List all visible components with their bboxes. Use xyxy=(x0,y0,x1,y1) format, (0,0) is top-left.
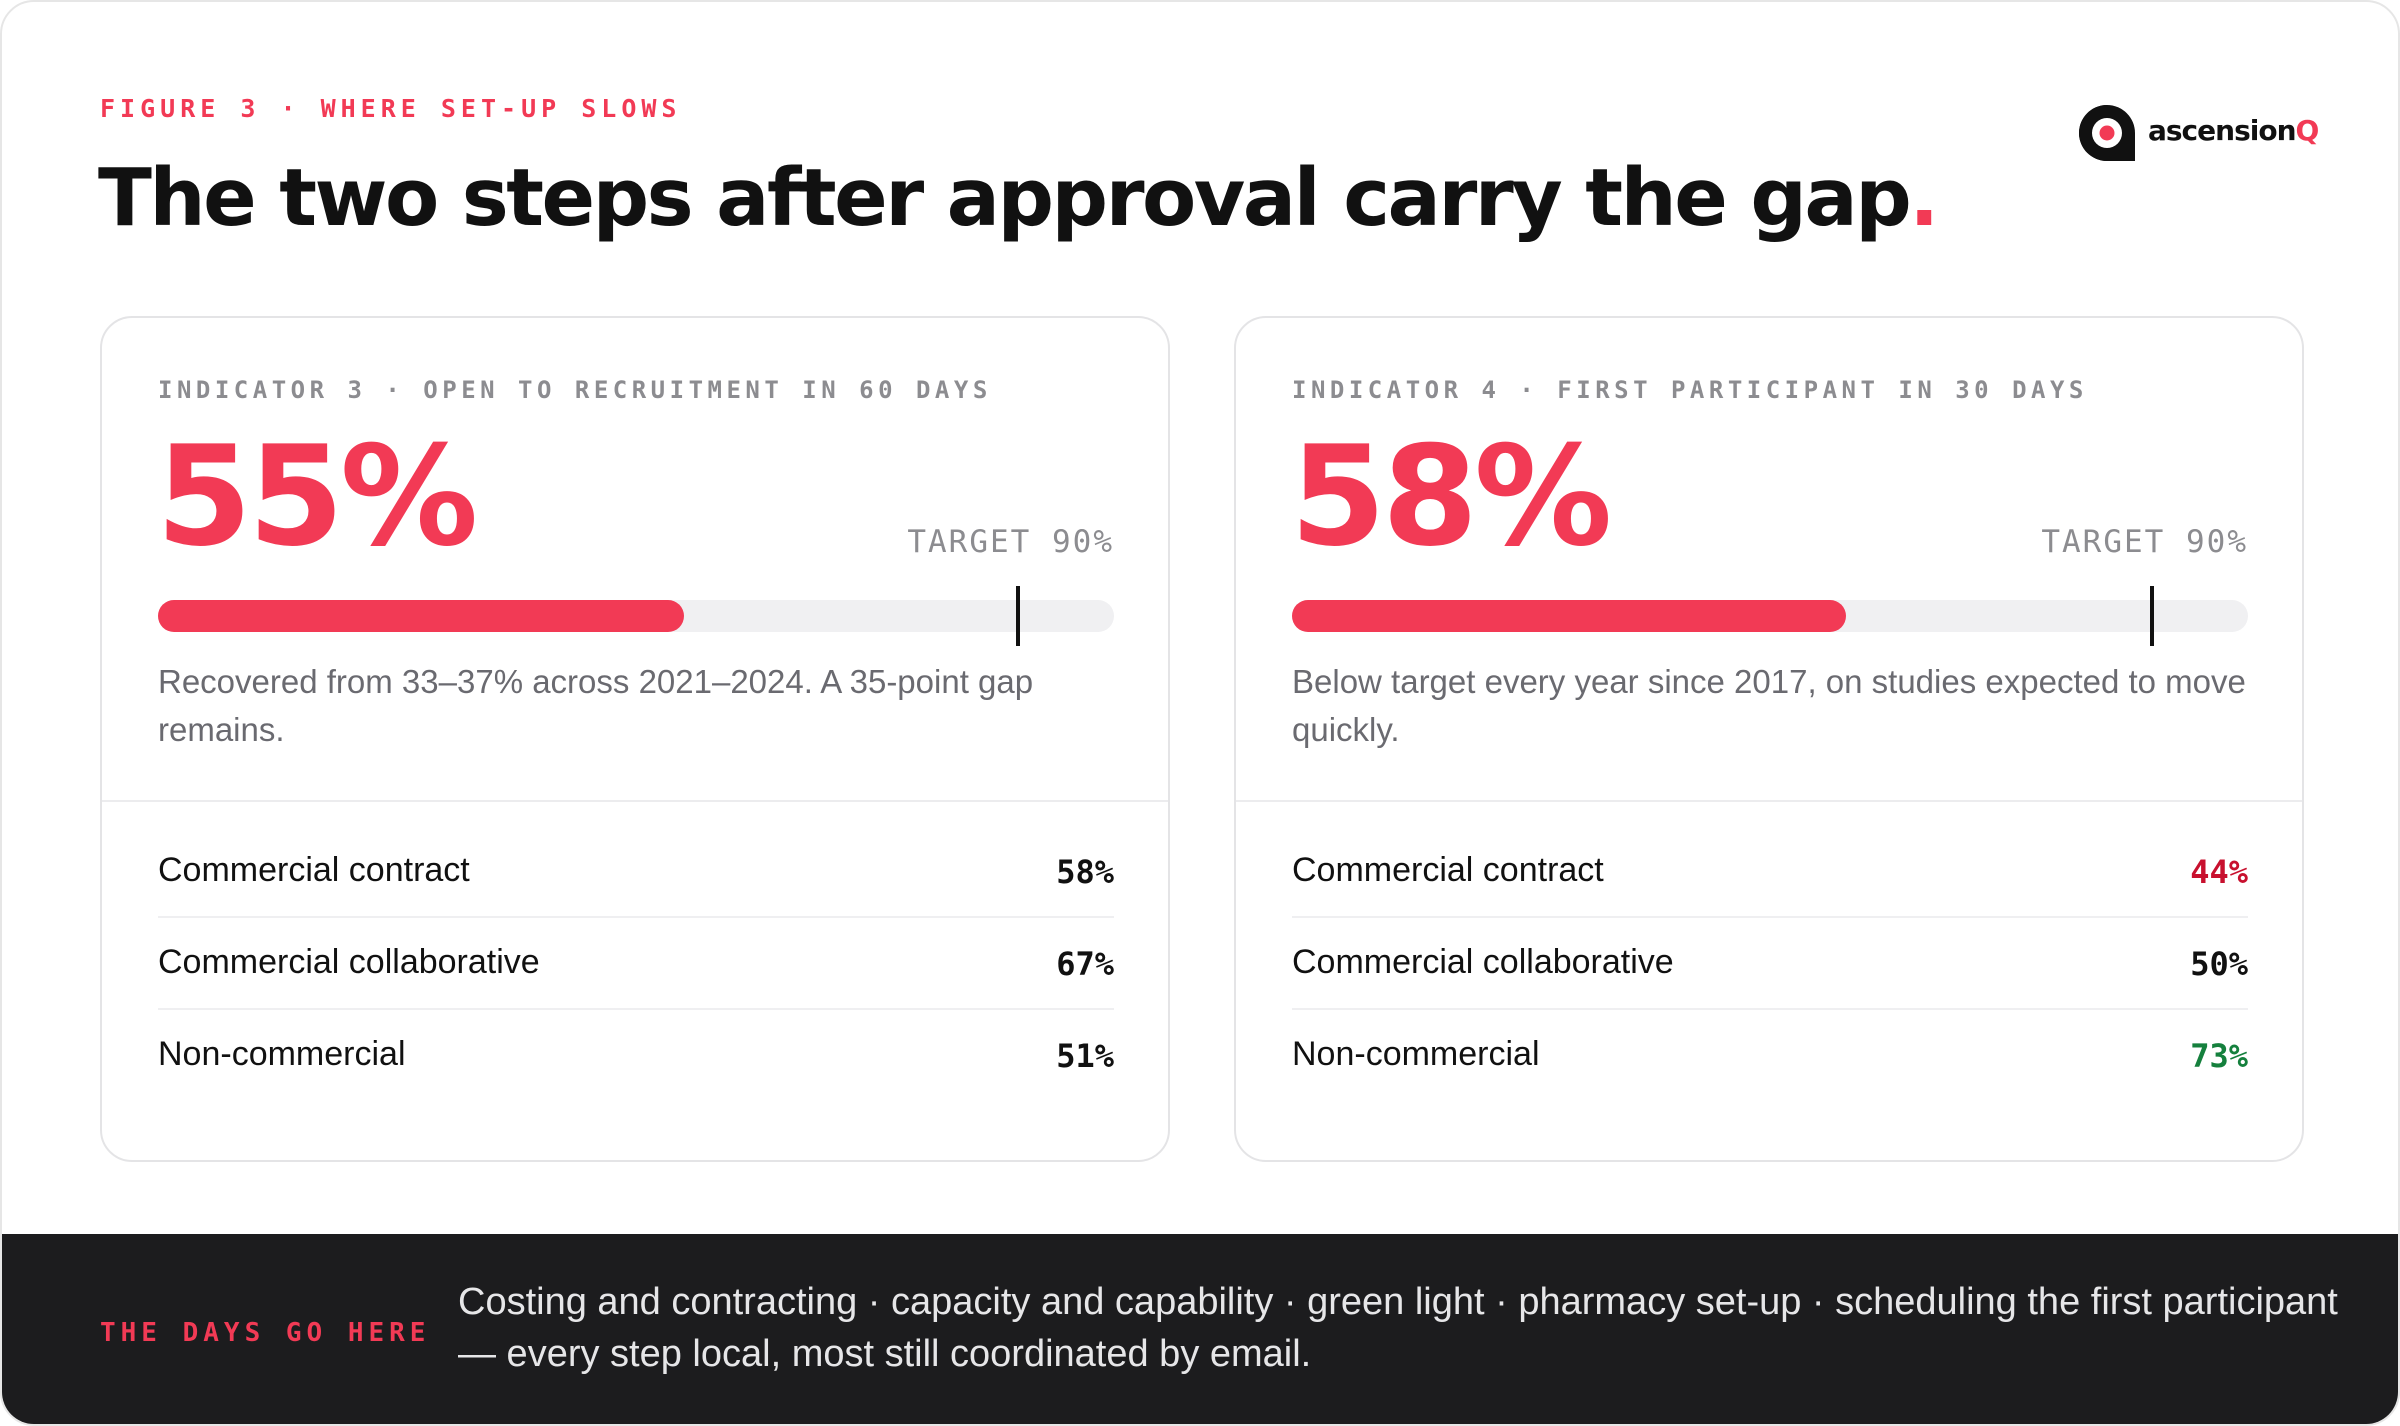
breakdown-label: Commercial contract xyxy=(1292,851,1604,889)
breakdown-list: Commercial contract 44% Commercial colla… xyxy=(1292,826,2248,1102)
breakdown-label: Commercial contract xyxy=(158,851,470,889)
progress-track xyxy=(1292,586,2248,646)
page-title-text: The two steps after approval carry the g… xyxy=(98,152,1912,244)
footer-band: THE DAYS GO HERE Costing and contracting… xyxy=(2,1234,2398,1424)
indicator-card: INDICATOR 3 · OPEN TO RECRUITMENT IN 60 … xyxy=(100,316,1170,1162)
breakdown-row: Non-commercial 73% xyxy=(1292,1010,2248,1102)
progress-fill xyxy=(1292,600,1847,632)
breakdown-label: Non-commercial xyxy=(158,1035,406,1073)
footer-text: Costing and contracting · capacity and c… xyxy=(458,1281,2338,1375)
ascensionq-logo-icon xyxy=(2079,105,2135,161)
indicator-kicker: INDICATOR 3 · OPEN TO RECRUITMENT IN 60 … xyxy=(158,376,992,404)
progress-fill xyxy=(158,600,684,632)
breakdown-value: 58% xyxy=(1056,853,1114,891)
page-title: The two steps after approval carry the g… xyxy=(98,152,1939,244)
breakdown-row: Commercial contract 44% xyxy=(1292,826,2248,918)
breakdown-value: 67% xyxy=(1056,945,1114,983)
brand-name-main: ascension xyxy=(2148,114,2297,147)
indicator-target-label: TARGET 90% xyxy=(2041,524,2248,560)
target-marker xyxy=(2150,586,2155,646)
target-marker xyxy=(1016,586,1021,646)
breakdown-row: Commercial collaborative 50% xyxy=(1292,918,2248,1010)
indicator-kicker: INDICATOR 4 · FIRST PARTICIPANT IN 30 DA… xyxy=(1292,376,2088,404)
brand-name: ascensionQ xyxy=(2148,114,2320,147)
brand-logo: ascensionQ xyxy=(2076,102,2319,166)
breakdown-label: Non-commercial xyxy=(1292,1035,1540,1073)
indicator-value: 55% xyxy=(156,416,478,577)
breakdown-row: Commercial contract 58% xyxy=(158,826,1114,918)
breakdown-label: Commercial collaborative xyxy=(1292,943,1674,981)
page-title-dot: . xyxy=(1909,152,1939,244)
breakdown-list: Commercial contract 58% Commercial colla… xyxy=(158,826,1114,1102)
indicator-value: 58% xyxy=(1290,416,1612,577)
progress-track xyxy=(158,586,1114,646)
breakdown-value: 73% xyxy=(2190,1037,2248,1075)
breakdown-label: Commercial collaborative xyxy=(158,943,540,981)
card-divider xyxy=(1236,800,2302,802)
indicator-note: Recovered from 33–37% across 2021–2024. … xyxy=(158,663,1034,748)
breakdown-value: 50% xyxy=(2190,945,2248,983)
breakdown-value: 44% xyxy=(2190,853,2248,891)
brand-name-accent: Q xyxy=(2295,114,2320,147)
card-divider xyxy=(102,800,1168,802)
indicator-note: Below target every year since 2017, on s… xyxy=(1292,663,2246,748)
figure-eyebrow: FIGURE 3 · WHERE SET-UP SLOWS xyxy=(100,94,682,123)
indicator-card: INDICATOR 4 · FIRST PARTICIPANT IN 30 DA… xyxy=(1234,316,2304,1162)
indicator-target-label: TARGET 90% xyxy=(907,524,1114,560)
breakdown-value: 51% xyxy=(1056,1037,1114,1075)
footer-tag: THE DAYS GO HERE xyxy=(100,1318,431,1348)
breakdown-row: Commercial collaborative 67% xyxy=(158,918,1114,1010)
breakdown-row: Non-commercial 51% xyxy=(158,1010,1114,1102)
